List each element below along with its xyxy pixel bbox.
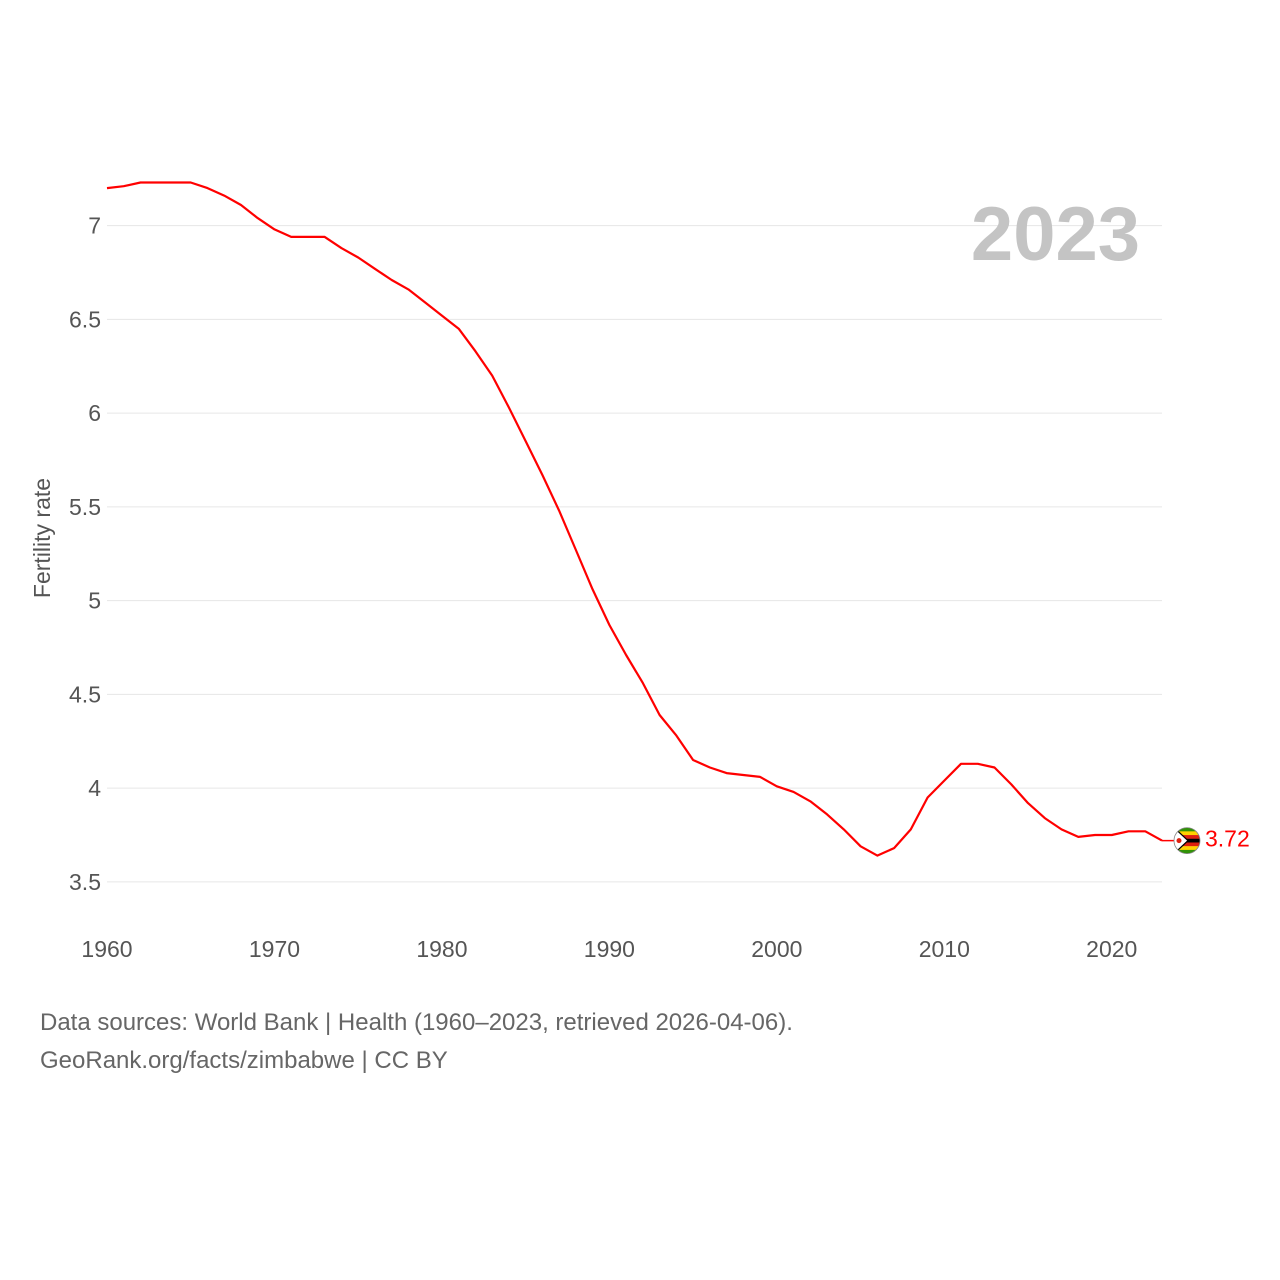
x-tick-label: 2010 xyxy=(919,936,970,962)
fertility-rate-chart: 3.5 4 4.5 5 5.5 6 6.5 7 1960 1970 1980 1990 2000 201… xyxy=(29,181,1250,962)
y-tick-label: 3.5 xyxy=(69,869,101,895)
y-tick-label: 5 xyxy=(88,588,101,614)
x-tick-label: 1980 xyxy=(416,936,467,962)
y-tick-label: 6 xyxy=(88,400,101,426)
series-line-zimbabwe xyxy=(106,181,1163,857)
year-label: 2023 xyxy=(971,192,1140,277)
zimbabwe-flag-icon xyxy=(1173,827,1201,855)
x-axis-ticks: 1960 1970 1980 1990 2000 2010 2020 xyxy=(81,936,1137,962)
y-tick-label: 4.5 xyxy=(69,681,101,707)
attribution-link[interactable]: GeoRank.org/facts/zimbabwe | CC BY xyxy=(40,1047,448,1074)
y-tick-label: 5.5 xyxy=(69,494,101,520)
y-axis-ticks: 3.5 4 4.5 5 5.5 6 6.5 7 xyxy=(69,213,101,895)
gridlines xyxy=(107,225,1162,883)
footer: Data sources: World Bank | Health (1960–… xyxy=(40,1004,793,1080)
y-tick-label: 7 xyxy=(88,213,101,239)
y-tick-label: 6.5 xyxy=(69,306,101,332)
x-tick-label: 1960 xyxy=(81,936,132,962)
x-tick-label: 1970 xyxy=(249,936,300,962)
x-tick-label: 2020 xyxy=(1086,936,1137,962)
series-points xyxy=(106,182,1163,856)
y-tick-label: 4 xyxy=(88,775,101,801)
end-value-label: 3.72 xyxy=(1205,826,1250,852)
x-tick-label: 2000 xyxy=(751,936,802,962)
y-axis-title: Fertility rate xyxy=(29,478,55,598)
x-tick-label: 1990 xyxy=(584,936,635,962)
data-sources-text: Data sources: World Bank | Health (1960–… xyxy=(40,1009,793,1036)
